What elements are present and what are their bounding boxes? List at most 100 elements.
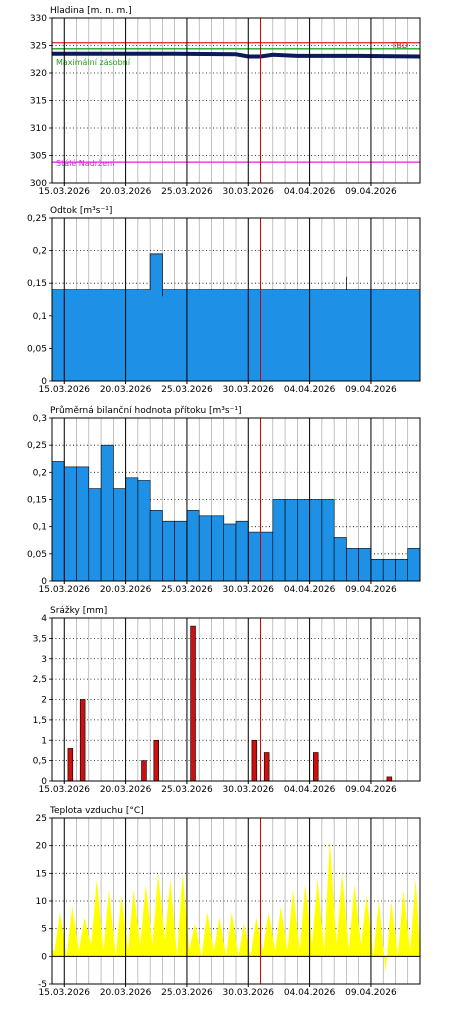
x-tick-label: 20.03.2026 [100, 585, 152, 595]
y-tick-label: 0,1 [33, 523, 47, 533]
precipitation-bar [153, 739, 160, 782]
y-tick-label: 2 [41, 696, 47, 706]
x-tick-label: 04.04.2026 [284, 585, 336, 595]
y-tick-label: 3,5 [33, 634, 47, 644]
inflow-bar [76, 466, 90, 582]
plot-frame [51, 417, 421, 582]
y-tick-label: 0,2 [33, 247, 47, 257]
precipitation-bar [386, 776, 393, 782]
y-tick-label: 305 [30, 152, 47, 162]
y-tick-label: 0 [41, 577, 47, 587]
x-tick-label: 30.03.2026 [223, 385, 275, 395]
x-tick-label: 25.03.2026 [161, 785, 213, 795]
y-tick-label: 320 [30, 69, 47, 79]
x-tick-label: 30.03.2026 [223, 585, 275, 595]
inflow-bar [174, 520, 188, 582]
inflow-bar [407, 548, 421, 582]
x-tick-label: 09.04.2026 [345, 988, 397, 998]
plot-frame [51, 17, 421, 184]
chart-title: Hladina [m. n. m.] [50, 6, 132, 16]
reference-line-label: Maximální zásobní [56, 58, 131, 67]
y-tick-label: 0,05 [27, 550, 47, 560]
inflow-bar [395, 558, 409, 582]
inflow-bar [382, 558, 396, 582]
y-tick-label: 0,3 [33, 414, 47, 424]
x-tick-label: 25.03.2026 [161, 187, 213, 197]
inflow-bar [100, 444, 114, 582]
precipitation-bar [67, 748, 74, 782]
inflow-bar [113, 488, 126, 582]
x-tick-label: 25.03.2026 [161, 585, 213, 595]
y-tick-label: 0,25 [27, 441, 47, 451]
x-tick-label: 04.04.2026 [284, 385, 336, 395]
inflow-bar [88, 488, 102, 582]
reference-line-label: TBD [390, 41, 408, 50]
x-tick-label: 25.03.2026 [161, 385, 213, 395]
inflow-bar [370, 558, 384, 582]
x-tick-label: 30.03.2026 [223, 988, 275, 998]
chart-panel-4: Teplota vzduchu [°C] -5 0 5 10 15 20 25 15.03.20… [36, 806, 421, 998]
y-tick-label: 1,5 [33, 716, 47, 726]
y-tick-label: 0,5 [33, 757, 47, 767]
x-tick-label: 09.04.2026 [345, 585, 397, 595]
y-tick-label: 330 [30, 14, 47, 24]
x-tick-label: 09.04.2026 [345, 785, 397, 795]
y-tick-label: 300 [30, 179, 47, 189]
y-tick-label: 0,15 [27, 279, 47, 289]
x-tick-label: 15.03.2026 [39, 785, 91, 795]
precipitation-bar [141, 760, 147, 782]
precipitation-bar [251, 739, 258, 782]
level-series-line [52, 51, 421, 59]
y-tick-label: 0 [41, 777, 47, 787]
inflow-bar [260, 531, 274, 582]
y-tick-label: 5 [41, 925, 47, 935]
y-tick-label: 4 [41, 614, 47, 624]
inflow-bar [358, 548, 372, 582]
x-tick-label: 20.03.2026 [100, 187, 152, 197]
inflow-bar [211, 515, 225, 582]
precipitation-bar [79, 699, 86, 782]
x-tick-label: 09.04.2026 [345, 385, 397, 395]
y-tick-label: 25 [36, 814, 47, 824]
x-tick-label: 15.03.2026 [39, 988, 91, 998]
x-tick-label: 20.03.2026 [100, 785, 152, 795]
y-tick-label: -5 [38, 980, 47, 990]
inflow-bar [284, 499, 298, 582]
x-tick-label: 04.04.2026 [284, 988, 336, 998]
y-tick-label: 325 [30, 42, 47, 52]
y-tick-label: 3 [41, 655, 47, 665]
inflow-bar [321, 499, 335, 582]
inflow-bar [346, 548, 359, 582]
y-tick-label: 0 [41, 952, 47, 962]
plot-frame [51, 617, 421, 782]
inflow-bar [125, 477, 139, 582]
y-tick-label: 1 [41, 736, 47, 746]
plot-frame [51, 817, 421, 985]
y-tick-label: 20 [36, 842, 48, 852]
x-tick-label: 30.03.2026 [223, 785, 275, 795]
x-tick-label: 15.03.2026 [39, 385, 91, 395]
inflow-bar [137, 480, 151, 582]
inflow-bar [248, 531, 261, 582]
x-tick-label: 04.04.2026 [284, 785, 336, 795]
chart-title: Průměrná bilanční hodnota přítoku [m³s⁻¹… [50, 405, 241, 416]
chart-panel-0: Hladina [m. n. m.] 300 305 310 315 320 325 330 T… [30, 6, 421, 197]
chart-title: Teplota vzduchu [°C] [49, 806, 144, 816]
x-tick-label: 20.03.2026 [100, 385, 152, 395]
y-tick-label: 0,2 [33, 468, 47, 478]
x-tick-label: 15.03.2026 [39, 585, 91, 595]
precipitation-bar [263, 752, 270, 782]
chart-title: Odtok [m³s⁻¹] [50, 206, 112, 216]
y-tick-label: 0 [41, 377, 47, 387]
y-tick-label: 0,1 [33, 312, 47, 322]
x-tick-label: 04.04.2026 [284, 187, 336, 197]
inflow-bar [309, 499, 323, 582]
temperature-area [52, 840, 420, 973]
x-tick-label: 20.03.2026 [100, 988, 152, 998]
y-tick-label: 310 [30, 124, 47, 134]
y-tick-label: 0,25 [27, 214, 47, 224]
x-tick-label: 30.03.2026 [223, 187, 275, 197]
y-tick-label: 2,5 [33, 675, 47, 685]
inflow-bar [162, 520, 175, 582]
